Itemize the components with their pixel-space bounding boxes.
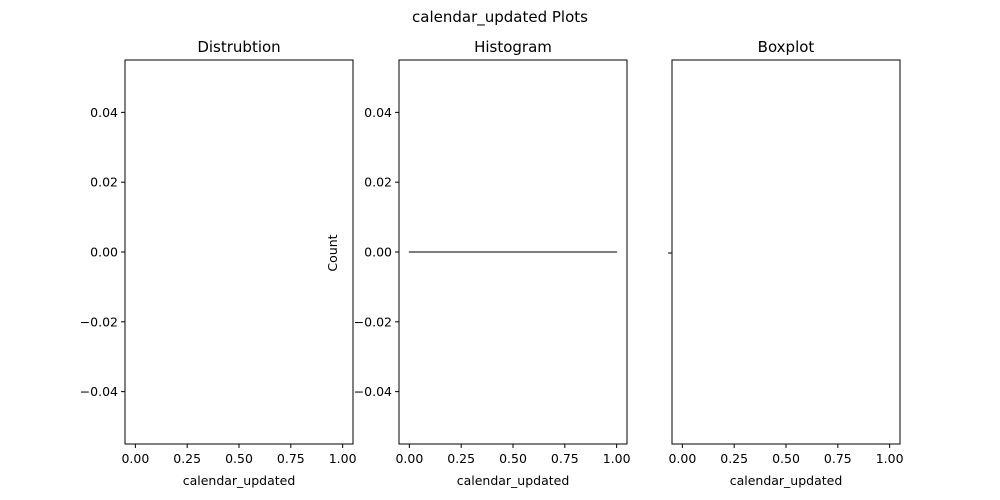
y-axis: 0.04 0.02 0.00 −0.02 −0.04 <box>354 105 399 399</box>
x-tick-label: 0.50 <box>225 451 253 466</box>
plot-frame <box>124 59 354 445</box>
y-tick-label: −0.02 <box>354 314 392 329</box>
panel-title: Histogram <box>474 38 552 56</box>
y-tick-label: 0.02 <box>90 175 118 190</box>
panel-boxplot: Boxplot 0.00 0.25 0.50 0.75 1.00 calendar_up… <box>668 38 904 488</box>
x-tick-label: 0.00 <box>668 451 696 466</box>
x-tick-label: 0.25 <box>447 451 475 466</box>
x-axis: 0.00 0.25 0.50 0.75 1.00 <box>668 444 904 466</box>
panel-title: Distrubtion <box>197 38 280 56</box>
plot-frame <box>671 59 901 445</box>
x-tick-label: 0.25 <box>720 451 748 466</box>
x-tick-label: 1.00 <box>603 451 631 466</box>
x-tick-label: 0.25 <box>173 451 201 466</box>
y-axis: 0.04 0.02 0.00 −0.02 −0.04 <box>80 105 125 399</box>
x-tick-label: 0.50 <box>772 451 800 466</box>
x-axis-label: calendar_updated <box>183 473 296 488</box>
x-tick-label: 0.75 <box>551 451 579 466</box>
x-tick-label: 0.50 <box>499 451 527 466</box>
x-axis-label: calendar_updated <box>730 473 843 488</box>
y-tick-label: 0.00 <box>364 245 392 260</box>
y-tick-label: −0.02 <box>80 314 118 329</box>
y-tick-label: 0.04 <box>364 105 392 120</box>
x-tick-label: 0.00 <box>121 451 149 466</box>
y-tick-label: 0.04 <box>90 105 118 120</box>
x-tick-label: 0.00 <box>395 451 423 466</box>
x-tick-label: 1.00 <box>876 451 904 466</box>
x-tick-label: 1.00 <box>329 451 357 466</box>
figure-title: calendar_updated Plots <box>412 8 588 27</box>
x-tick-label: 0.75 <box>824 451 852 466</box>
y-tick-label: 0.02 <box>364 175 392 190</box>
y-tick-label: −0.04 <box>80 384 118 399</box>
panel-title: Boxplot <box>758 38 815 56</box>
x-tick-label: 0.75 <box>277 451 305 466</box>
x-axis-label: calendar_updated <box>457 473 570 488</box>
panel-histogram: Histogram 0.00 0.25 0.50 0.75 1.00 0.040.020… <box>325 38 631 488</box>
y-axis-label: Count <box>325 234 340 271</box>
y-tick-label: 0.00 <box>90 245 118 260</box>
panel-distribution: Distrubtion 0.00 0.25 0.50 0.75 1.00 0.040.0… <box>80 38 357 488</box>
x-axis: 0.00 0.25 0.50 0.75 1.00 <box>395 444 631 466</box>
y-tick-label: −0.04 <box>354 384 392 399</box>
x-axis: 0.00 0.25 0.50 0.75 1.00 <box>121 444 357 466</box>
